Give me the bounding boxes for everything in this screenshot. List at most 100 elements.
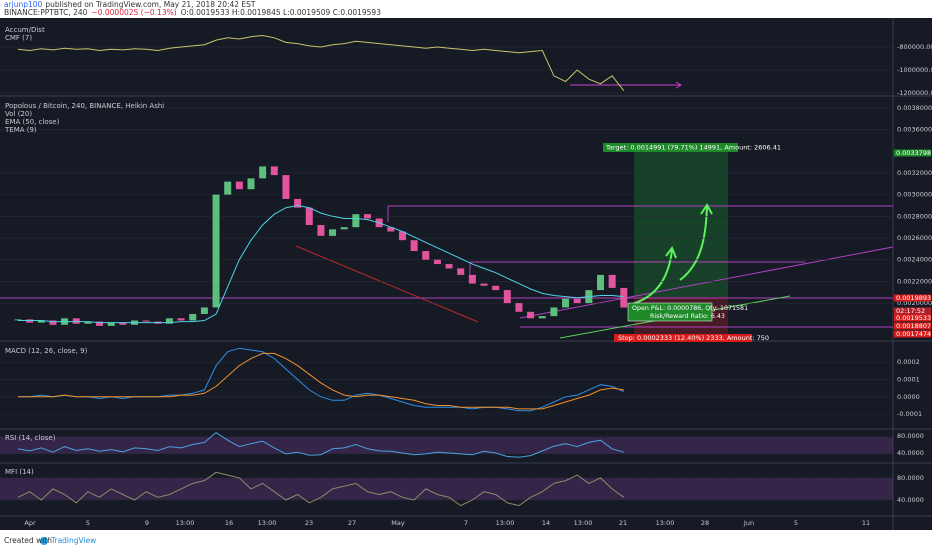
candle	[457, 268, 465, 275]
candle	[329, 229, 337, 236]
candle	[433, 259, 441, 265]
drawings	[0, 81, 894, 500]
legend: MACD (12, 26, close, 9)	[5, 347, 88, 355]
candle	[468, 274, 476, 284]
x-tick-label: Apr	[24, 519, 36, 527]
stop-box	[614, 334, 752, 342]
published: published on TradingView.com, May 21, 20…	[45, 0, 256, 9]
y-tick-label: 0.0000	[897, 393, 920, 401]
candle	[340, 227, 348, 230]
y-tick-label: 0.0032000	[897, 169, 932, 177]
candle	[212, 194, 220, 308]
target-label: Target: 0.0014991 (79.71%) 14991, Amount…	[605, 144, 781, 152]
y-tick-label: -0.0001	[897, 410, 922, 418]
y-tick-label: 0.0026000	[897, 234, 932, 242]
legend: CMF (7)	[5, 34, 32, 42]
price-tag: 02:17:52	[896, 307, 925, 315]
legend: MFI (14)	[5, 468, 34, 476]
price-tag: 0.0018807	[896, 322, 931, 330]
x-tick-label: 11	[862, 519, 870, 527]
created: Created with	[4, 536, 52, 545]
x-tick-label: 13:00	[656, 519, 675, 527]
candle	[550, 307, 558, 317]
candle	[84, 321, 92, 324]
candle	[317, 225, 325, 236]
price-tag-bg	[894, 314, 931, 322]
candle	[562, 298, 570, 308]
candle	[282, 175, 290, 199]
x-tick-label: 5	[794, 519, 798, 527]
y-tick-label: 0.0030000	[897, 191, 932, 199]
candle	[503, 290, 511, 304]
candle	[364, 214, 371, 219]
x-tick-label: 27	[348, 519, 356, 527]
brand[interactable]: TradingView	[50, 536, 96, 545]
price-tag: 0.0017474	[896, 330, 931, 338]
candle	[445, 264, 453, 269]
candle	[37, 320, 45, 323]
candle	[72, 318, 80, 324]
price-tag-bg	[894, 307, 931, 315]
x-tick-label: 23	[305, 519, 313, 527]
candle	[119, 322, 127, 325]
y-tick-label: 0.0001	[897, 375, 920, 383]
footer-bg	[0, 530, 932, 550]
symbol: BINANCE:PPTBTC, 240	[4, 8, 88, 17]
candle	[189, 313, 197, 321]
risk-reward: Risk/Reward Ratio: 6.43	[650, 313, 725, 320]
y-tick-label: 0.0024000	[897, 256, 932, 264]
candle	[608, 274, 616, 288]
x-tick-label: May	[391, 519, 405, 527]
y-tick-label: 0.0038000	[897, 104, 932, 112]
candle	[597, 274, 604, 291]
candle	[410, 240, 418, 252]
price-tag: 0.0019893	[896, 294, 931, 302]
candle	[527, 311, 535, 319]
header-line: arjunp100 published on TradingView.com, M…	[4, 0, 256, 9]
x-tick-label: 13:00	[176, 519, 195, 527]
candle	[305, 207, 313, 226]
price-tag-bg	[894, 149, 931, 157]
x-tick-label: 13:00	[258, 519, 277, 527]
price-tag: 0.0033798	[896, 149, 931, 157]
candle	[14, 319, 22, 321]
candle	[620, 287, 628, 308]
x-tick-label: 28	[701, 519, 709, 527]
price-tag-bg	[894, 330, 931, 338]
series-line	[18, 347, 625, 412]
pl-box	[627, 302, 713, 322]
candle	[235, 181, 243, 190]
candle	[259, 166, 267, 179]
panel-borders	[0, 18, 932, 530]
candle	[165, 318, 173, 324]
stop-label: Stop: 0.0002333 (12.40%) 2333, Amount: 7…	[618, 334, 769, 342]
y-tick-label: -800000.0000	[897, 43, 932, 51]
candle	[422, 251, 430, 260]
y-tick-label: 0.0020000	[897, 299, 932, 307]
header-bg	[0, 0, 932, 18]
y-tick-label: 80.0000	[897, 432, 924, 440]
candle	[270, 166, 278, 176]
candle	[398, 231, 406, 241]
x-tick-label: 7	[464, 519, 468, 527]
price-tag: 0.0019533	[896, 314, 931, 322]
candle	[200, 307, 208, 314]
series-line	[18, 352, 624, 410]
x-tick-label: 14	[542, 519, 550, 527]
y-tick-label: -1200000.0000	[897, 89, 932, 97]
y-tick-label: 40.0000	[897, 496, 924, 504]
candle	[573, 298, 581, 304]
x-tick-label: 13:00	[496, 519, 515, 527]
author[interactable]: arjunp100	[4, 0, 43, 9]
candle	[96, 321, 104, 326]
price-tag-bg	[894, 294, 931, 302]
chart-bg	[0, 18, 932, 530]
candle	[142, 320, 150, 322]
open-pl: Open P&L: 0.0000786, Qty: 1071581	[632, 305, 748, 312]
candle	[224, 181, 232, 195]
candle	[492, 285, 500, 291]
candle	[294, 198, 302, 208]
candle	[538, 316, 546, 319]
legend: Popolous / Bitcoin, 240, BINANCE, Heikin…	[5, 102, 164, 110]
marks	[0, 34, 893, 507]
